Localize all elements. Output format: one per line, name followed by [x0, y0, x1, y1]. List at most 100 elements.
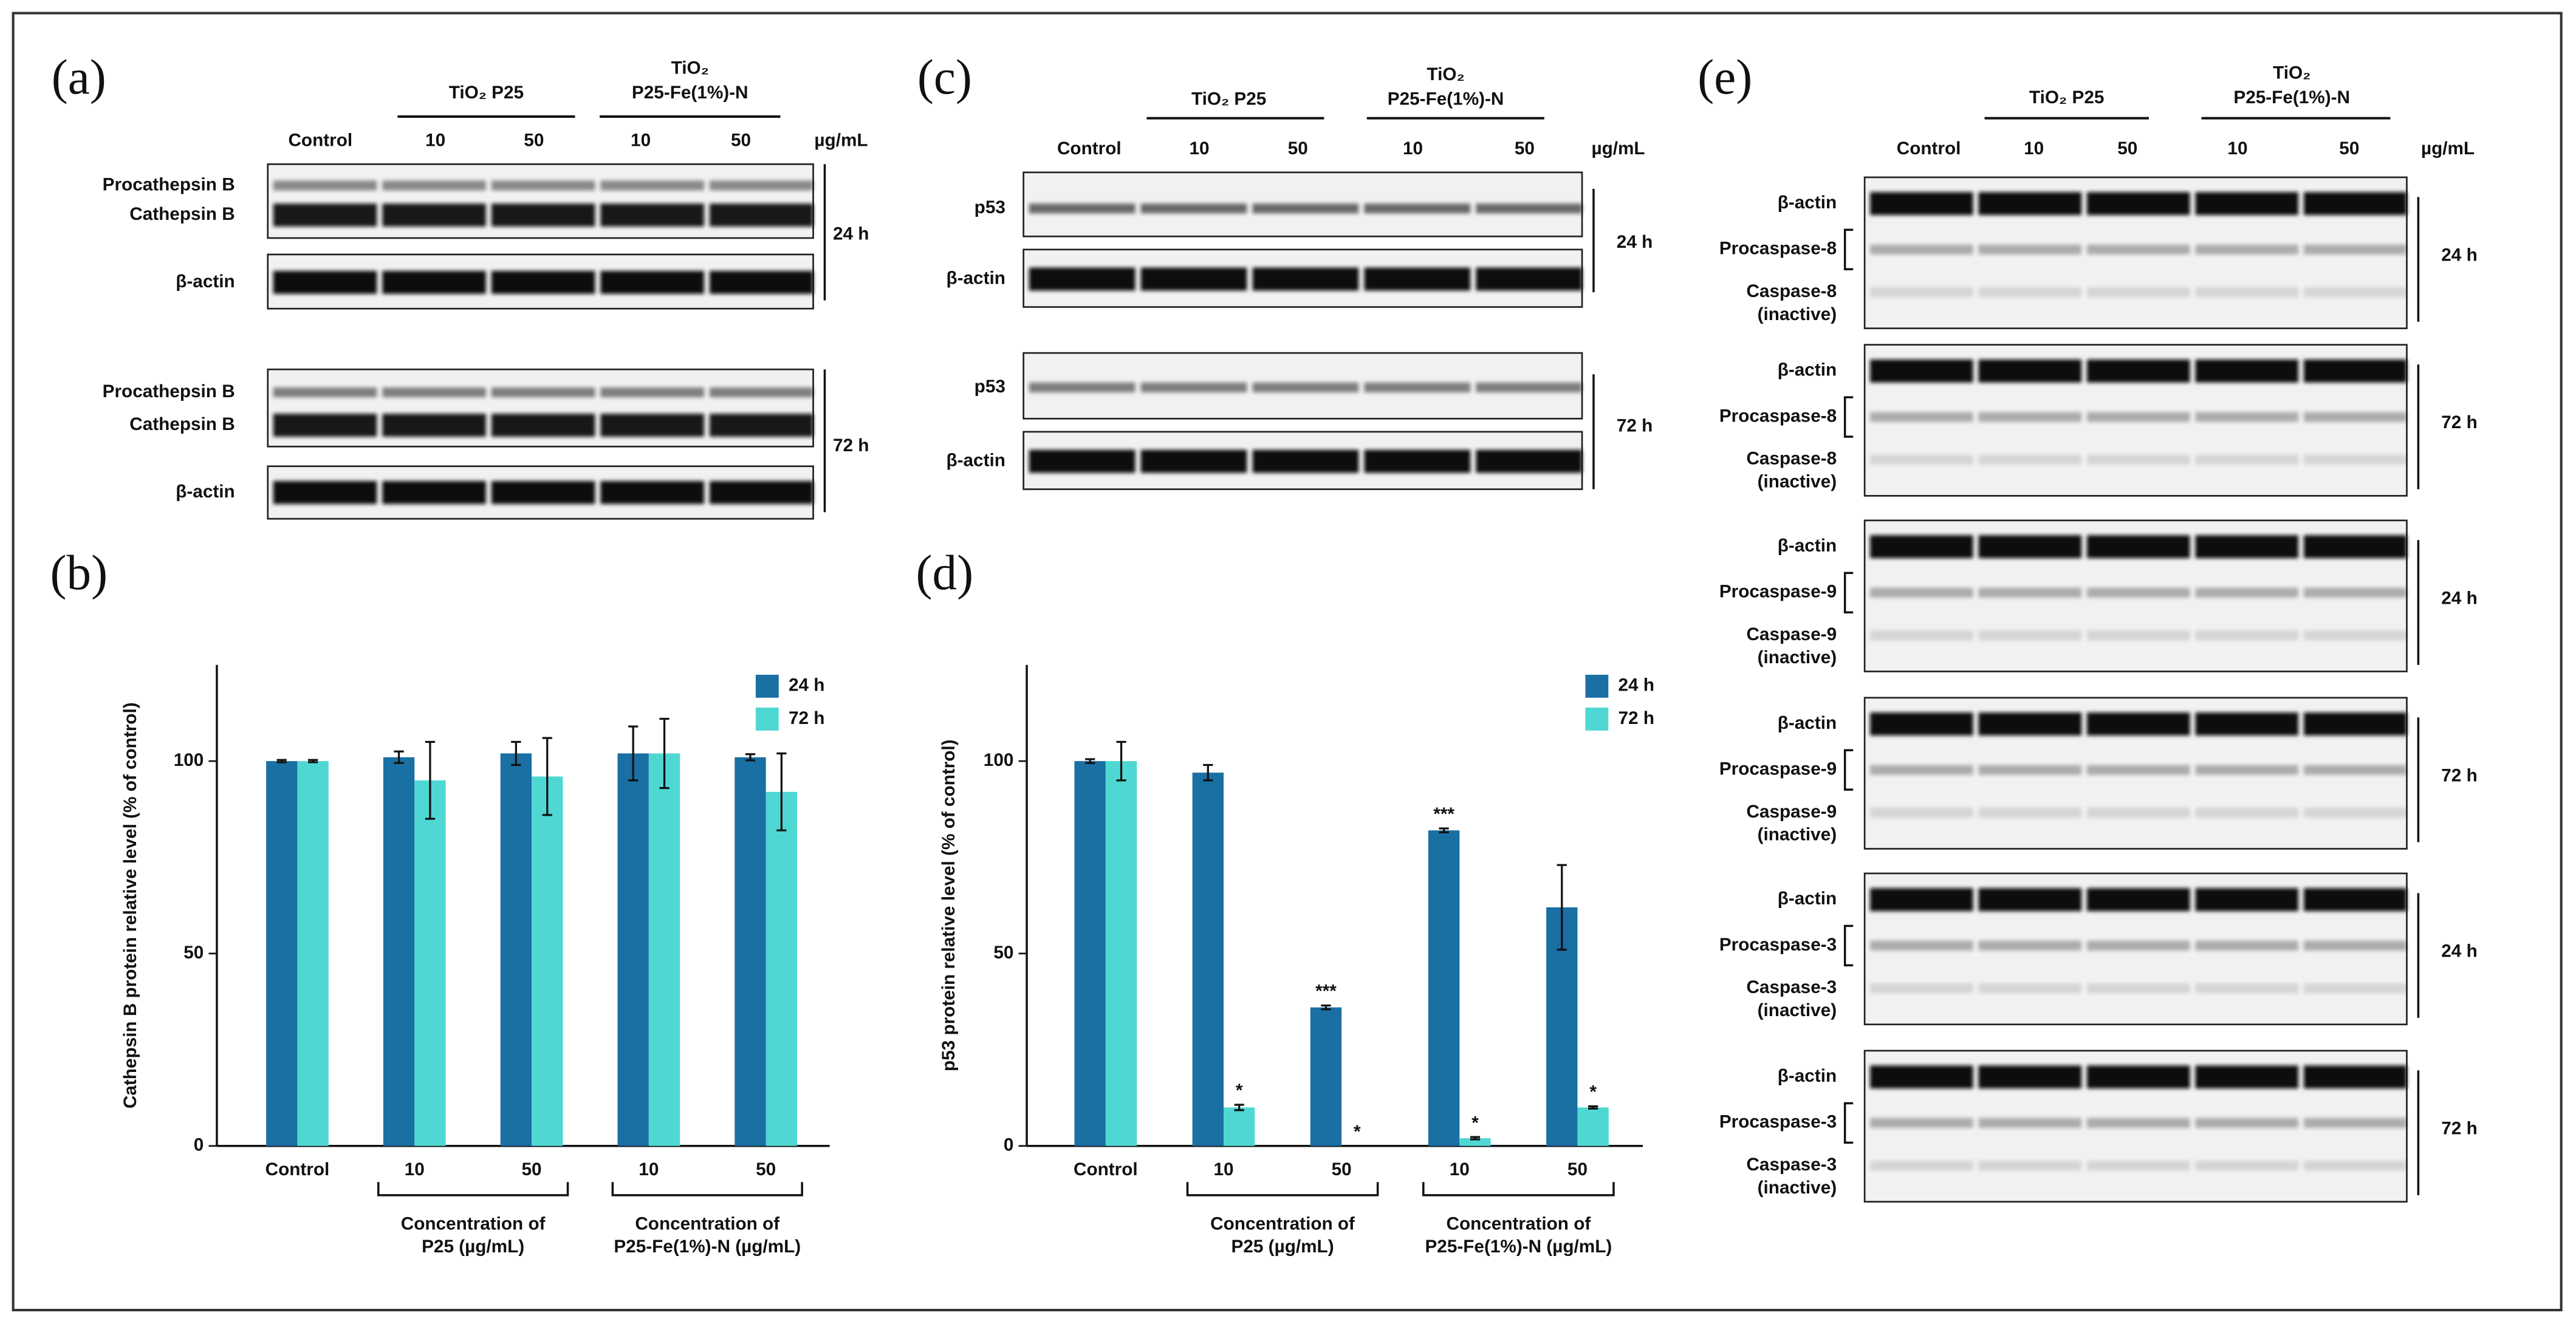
blot-band — [491, 414, 595, 437]
band-bracket — [1843, 572, 1854, 614]
band-label: Procaspase-8 — [1719, 239, 1837, 259]
blot-band — [1140, 203, 1247, 214]
error-bar — [1439, 827, 1449, 833]
band-label: β-actin — [1778, 360, 1837, 380]
blot-band — [1978, 983, 2082, 994]
blot-band — [2303, 454, 2407, 465]
error-bar — [1588, 1105, 1598, 1110]
blot-band — [2086, 287, 2190, 298]
y-axis-title: p53 protein relative level (% of control… — [939, 739, 959, 1071]
y-tick-label: 100 — [984, 750, 1014, 770]
blot-band — [2086, 535, 2190, 559]
blot-band — [1029, 449, 1136, 473]
blot-band — [2303, 1118, 2407, 1128]
band-bracket — [1843, 396, 1854, 438]
time-label: 72 h — [1617, 416, 1653, 436]
blot-band — [1870, 888, 1973, 912]
blot-band — [2303, 587, 2407, 598]
panel-label: (b) — [50, 545, 108, 600]
blot-band — [2086, 359, 2190, 383]
time-label: 24 h — [2441, 588, 2477, 608]
band-label: β-actin — [1778, 193, 1837, 213]
bar — [1192, 773, 1224, 1146]
blot-band — [1870, 192, 1973, 216]
band-label: β-actin — [1778, 889, 1837, 909]
group-axis-label: P25 (µg/mL) — [422, 1237, 524, 1257]
group-label: P25-Fe(1%)-N — [1388, 89, 1504, 109]
blot-band — [1870, 244, 1973, 254]
bar — [1459, 1138, 1491, 1146]
bar — [297, 761, 329, 1146]
blot-band — [600, 480, 704, 504]
group-axis-label: Concentration of — [401, 1213, 546, 1234]
blot-band — [1140, 449, 1247, 473]
band-label: β-actin — [176, 271, 235, 292]
error-bar — [1085, 758, 1095, 764]
blot-band — [1978, 587, 2082, 598]
significance-label: * — [1236, 1080, 1243, 1101]
error-bar — [394, 750, 404, 764]
unit-label: µg/mL — [2421, 138, 2475, 159]
error-bar — [425, 740, 436, 820]
blot-band — [1476, 382, 1583, 393]
blot-band — [2086, 1161, 2190, 1171]
band-label: Caspase-9 — [1746, 802, 1837, 822]
error-bar — [1557, 864, 1567, 951]
bar — [1224, 1107, 1255, 1146]
bar — [1428, 830, 1460, 1146]
group-axis-label: P25-Fe(1%)-N (µg/mL) — [1425, 1237, 1612, 1257]
dose-label: 50 — [2117, 138, 2137, 159]
blot-band — [2303, 940, 2407, 951]
bar — [766, 791, 798, 1146]
blot-band — [2195, 765, 2299, 775]
error-bar — [1470, 1136, 1481, 1141]
band-label: (inactive) — [1758, 647, 1837, 667]
blot-band — [273, 480, 377, 504]
error-bar — [1116, 740, 1126, 782]
bar — [1074, 761, 1106, 1146]
blot-band — [1870, 454, 1973, 465]
y-tick-label: 0 — [1004, 1135, 1014, 1155]
bar — [266, 761, 298, 1146]
bar — [735, 757, 766, 1146]
panel-label: (e) — [1697, 50, 1752, 104]
band-label: Caspase-3 — [1746, 1155, 1837, 1175]
panel-label: (a) — [52, 50, 106, 104]
blot-band — [709, 271, 814, 294]
blot-band — [600, 414, 704, 437]
y-tick-label: 100 — [174, 750, 204, 770]
group-axis-label: Concentration of — [635, 1213, 779, 1234]
band-label: Procaspase-8 — [1719, 406, 1837, 426]
x-tick-label: 10 — [639, 1159, 659, 1179]
blot-band — [2303, 807, 2407, 818]
blot-band — [1978, 1118, 2082, 1128]
group-bracket — [611, 1182, 803, 1196]
blot-band — [273, 203, 377, 227]
dose-label: 10 — [425, 130, 445, 150]
group-label: TiO₂ — [671, 58, 709, 78]
blot-band — [1978, 412, 2082, 422]
dose-label: 50 — [1288, 138, 1308, 159]
blot-band — [1978, 454, 2082, 465]
error-bar — [308, 759, 318, 763]
blot-band — [2303, 192, 2407, 216]
blot-band — [382, 480, 486, 504]
group-axis-label: P25-Fe(1%)-N (µg/mL) — [614, 1237, 801, 1257]
blot-band — [273, 387, 377, 398]
band-label: Caspase-9 — [1746, 624, 1837, 644]
legend-label: 72 h — [1619, 708, 1654, 728]
unit-label: µg/mL — [814, 130, 868, 150]
x-tick-label: 50 — [756, 1159, 776, 1179]
x-tick-label: 50 — [1567, 1159, 1588, 1179]
x-tick-label: 10 — [405, 1159, 425, 1179]
blot-band — [600, 203, 704, 227]
band-label: β-actin — [176, 482, 235, 502]
blot-band — [2303, 359, 2407, 383]
blot-band — [1029, 203, 1136, 214]
blot-band — [2195, 1065, 2299, 1089]
legend-label: 24 h — [1619, 675, 1654, 695]
time-label: 72 h — [2441, 1119, 2477, 1139]
group-label: P25-Fe(1%)-N — [2233, 87, 2350, 108]
blot-band — [2086, 807, 2190, 818]
bar — [1105, 761, 1137, 1146]
